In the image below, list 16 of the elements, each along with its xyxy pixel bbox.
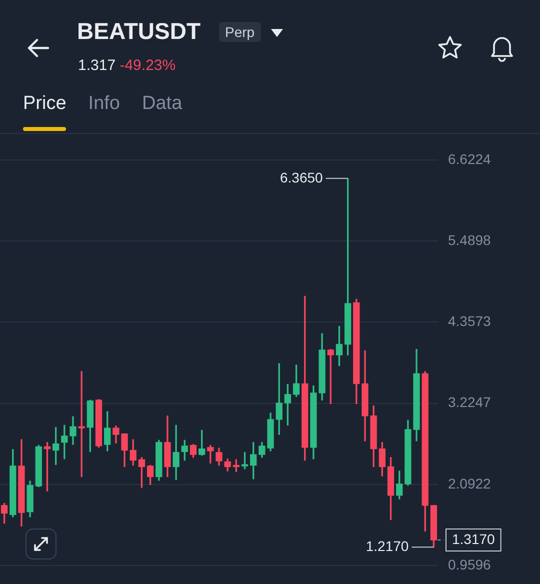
- text: Price: [23, 93, 66, 115]
- text: -49.23%: [120, 57, 176, 74]
- chart-title: BEATUSDT: [77, 18, 201, 45]
- y-tick-label: 6.6224: [448, 150, 492, 167]
- text: Data: [142, 93, 182, 115]
- text: 1.317: [78, 57, 116, 74]
- y-tick-label: 3.2247: [448, 394, 492, 410]
- annotation: 1.2170: [366, 538, 409, 554]
- text: Info: [88, 93, 120, 115]
- y-tick-label: 0.9596: [448, 556, 492, 572]
- annotation: 6.3650: [280, 169, 324, 186]
- y-tick-label: 2.0922: [448, 475, 492, 492]
- text: Perp: [219, 22, 261, 42]
- y-tick-label: 5.4898: [448, 232, 492, 248]
- y-tick-label: 4.3573: [448, 313, 492, 330]
- ref-line-label: 1.3170: [452, 530, 496, 547]
